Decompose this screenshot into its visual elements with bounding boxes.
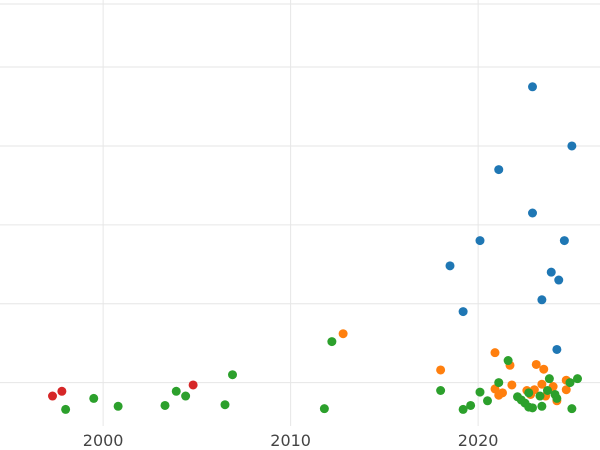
data-point-series-2-20 bbox=[466, 400, 476, 410]
data-point-series-2-2 bbox=[503, 356, 513, 366]
data-point-series-2-9 bbox=[475, 387, 485, 397]
x-axis-tick-labels: 2000 2010 2020 bbox=[83, 431, 499, 450]
data-point-series-0-9 bbox=[537, 295, 547, 305]
data-point-series-0-3 bbox=[528, 208, 537, 218]
data-point-series-0-8 bbox=[554, 275, 564, 285]
x-tick-label-2010: 2010 bbox=[270, 431, 311, 450]
data-point-series-2-0 bbox=[327, 337, 337, 347]
data-point-series-2-10 bbox=[524, 388, 534, 398]
data-point-series-2-12 bbox=[535, 391, 545, 401]
data-point-series-0-2 bbox=[494, 165, 504, 175]
data-point-series-1-4 bbox=[539, 364, 549, 374]
data-point-series-2-18 bbox=[220, 400, 230, 410]
data-point-series-2-3 bbox=[573, 374, 582, 384]
data-points bbox=[48, 82, 582, 414]
data-point-series-2-11 bbox=[181, 391, 191, 401]
data-point-series-1-16 bbox=[561, 385, 571, 395]
data-point-series-2-1 bbox=[228, 370, 237, 380]
data-point-series-3-0 bbox=[188, 380, 198, 390]
grid bbox=[0, 0, 600, 426]
x-tick-label-2020: 2020 bbox=[458, 431, 499, 450]
data-point-series-1-14 bbox=[494, 390, 504, 400]
data-point-series-2-30 bbox=[520, 398, 530, 408]
data-point-series-3-2 bbox=[48, 391, 57, 401]
data-point-series-0-6 bbox=[445, 261, 455, 271]
data-point-series-2-8 bbox=[171, 386, 181, 396]
data-point-series-1-5 bbox=[531, 359, 541, 369]
data-point-series-0-0 bbox=[528, 82, 537, 92]
data-point-series-2-28 bbox=[567, 404, 577, 414]
data-point-series-1-9 bbox=[537, 379, 547, 389]
data-point-series-2-22 bbox=[537, 401, 547, 411]
data-point-series-0-7 bbox=[546, 267, 556, 277]
data-point-series-1-1 bbox=[490, 348, 500, 358]
data-point-series-2-7 bbox=[436, 386, 446, 395]
data-point-series-2-31 bbox=[550, 389, 560, 399]
data-point-series-2-21 bbox=[113, 401, 123, 411]
data-point-series-2-5 bbox=[494, 378, 504, 388]
data-point-series-1-3 bbox=[436, 365, 446, 375]
data-point-series-0-10 bbox=[458, 307, 468, 317]
data-point-series-2-6 bbox=[565, 378, 575, 388]
data-point-series-0-11 bbox=[552, 344, 562, 354]
data-point-series-1-0 bbox=[338, 329, 348, 339]
data-point-series-2-26 bbox=[319, 404, 329, 414]
data-point-series-2-25 bbox=[458, 404, 468, 414]
data-point-series-0-1 bbox=[567, 141, 577, 151]
data-point-series-3-1 bbox=[57, 386, 67, 396]
data-point-series-2-29 bbox=[543, 386, 552, 395]
data-point-series-2-17 bbox=[483, 396, 492, 406]
data-point-series-2-24 bbox=[528, 403, 537, 413]
data-point-series-2-27 bbox=[61, 404, 71, 414]
data-point-series-1-7 bbox=[507, 380, 517, 390]
data-point-series-0-4 bbox=[475, 236, 485, 246]
data-point-series-2-19 bbox=[160, 400, 170, 410]
data-point-series-0-5 bbox=[559, 236, 569, 246]
data-point-series-2-4 bbox=[544, 374, 554, 384]
x-tick-label-2000: 2000 bbox=[83, 431, 124, 450]
data-point-series-2-14 bbox=[89, 393, 99, 403]
